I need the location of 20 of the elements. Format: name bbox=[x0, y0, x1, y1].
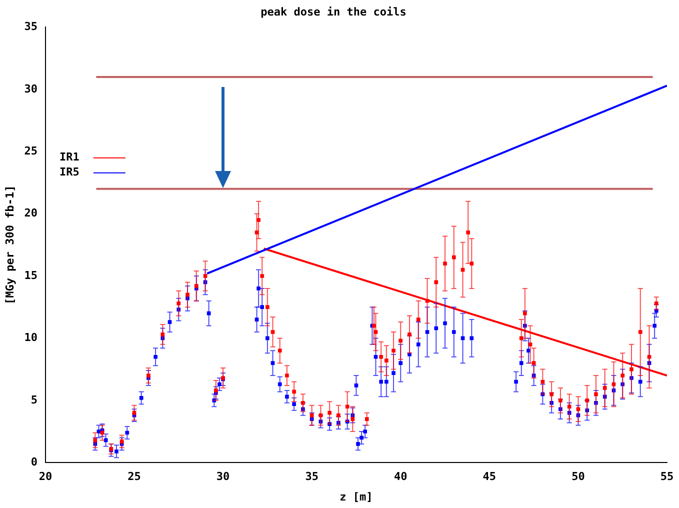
y-axis-title: [MGy per 300 fb-1] bbox=[3, 185, 16, 305]
x-tick-label: 50 bbox=[572, 470, 585, 484]
x-tick-label: 55 bbox=[660, 470, 674, 484]
y-tick-label: 25 bbox=[24, 144, 38, 158]
legend-label: IR1 bbox=[59, 150, 80, 164]
x-axis-title: z [m] bbox=[340, 490, 373, 504]
x-tick-label: 40 bbox=[394, 470, 408, 484]
y-tick-label: 10 bbox=[24, 331, 38, 344]
legend-label: IR5 bbox=[59, 166, 80, 179]
y-tick-label: 15 bbox=[24, 268, 38, 282]
y-tick-label: 5 bbox=[30, 393, 38, 406]
x-tick-label: 35 bbox=[305, 470, 318, 484]
y-tick-label: 20 bbox=[24, 206, 38, 220]
x-tick-label: 25 bbox=[128, 470, 141, 484]
y-tick-label: 0 bbox=[30, 455, 38, 468]
y-tick-label: 35 bbox=[24, 20, 38, 34]
y-tick-label: 30 bbox=[24, 82, 38, 96]
x-tick-label: 30 bbox=[216, 470, 230, 484]
x-tick-label: 45 bbox=[482, 470, 496, 484]
chart-title: peak dose in the coils bbox=[260, 5, 406, 18]
